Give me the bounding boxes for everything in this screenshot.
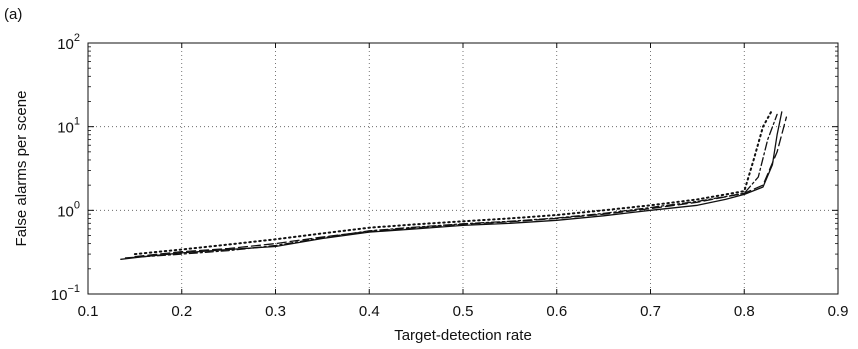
plot-frame (87, 42, 839, 295)
x-tick-label: 0.3 (265, 303, 286, 320)
y-axis: 10−1 100 101 102 (51, 32, 838, 304)
y-tick-label: 102 (57, 32, 80, 53)
x-tick-label: 0.6 (546, 303, 567, 320)
x-tick-label: 0.5 (453, 303, 474, 320)
x-tick-label: 0.9 (828, 303, 849, 320)
series-line-dotted (133, 108, 774, 256)
x-tick-label: 0.7 (640, 303, 661, 320)
y-tick-label: 100 (57, 199, 80, 220)
x-tick-label: 0.1 (78, 303, 99, 320)
y-tick-label: 10−1 (51, 283, 80, 304)
y-tick-label: 101 (57, 116, 80, 137)
grid-lines (88, 43, 838, 294)
x-tick-label: 0.4 (359, 303, 380, 320)
panel-label: (a) (4, 6, 22, 23)
y-axis-title: False alarms per scene (13, 91, 30, 247)
series-line-dashdot (124, 113, 778, 259)
series-line-solid (120, 111, 783, 260)
x-axis-title: Target-detection rate (394, 327, 532, 344)
x-axis: 0.1 0.2 0.3 0.4 0.5 0.6 0.7 0.8 0.9 (78, 43, 849, 320)
x-tick-label: 0.8 (734, 303, 755, 320)
series-layer (120, 108, 788, 260)
series-line-dashed (134, 116, 788, 258)
x-tick-label: 0.2 (171, 303, 192, 320)
